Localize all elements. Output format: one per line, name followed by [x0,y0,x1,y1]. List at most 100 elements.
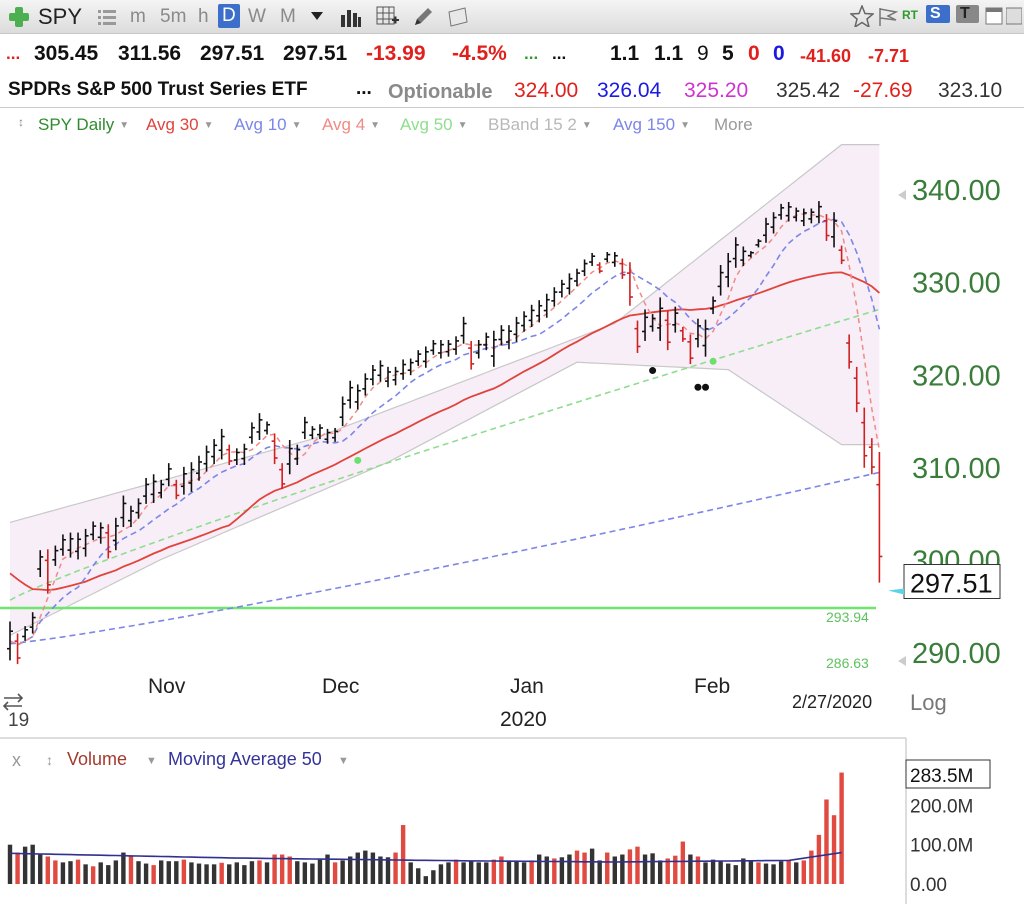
volume-bar [605,852,610,884]
note-icon[interactable] [446,6,470,28]
signal-dot [354,456,362,464]
period-d[interactable]: D [218,4,240,28]
price-chart[interactable] [0,144,883,665]
window-icon[interactable] [984,6,1004,26]
price-bar [868,438,875,475]
pencil-icon[interactable] [412,6,434,28]
overlay-spy-daily[interactable]: SPY Daily ▼ [38,115,129,135]
optionable-label: Optionable [388,81,493,103]
price-bar [75,532,82,560]
overlay-bband[interactable]: BBand 15 2 ▼ [488,115,592,135]
price-bar [558,279,565,298]
price-bar [589,252,596,266]
quote-v2: 1.1 [654,42,684,65]
s-menu-icon[interactable]: S [926,5,950,23]
volume-bar [393,852,398,884]
add-icon[interactable] [8,6,30,28]
period-w[interactable]: W [248,6,266,27]
avg-50-line [9,308,880,601]
scroll-up-marker [898,190,906,200]
price-bar [642,309,649,341]
volume-bar [620,854,625,884]
star-icon[interactable] [850,5,874,27]
year-label: 2020 [500,708,547,731]
price-bar [59,534,66,556]
price-bar [490,330,497,367]
price-bar [377,360,384,382]
price-bar [604,252,611,263]
last-volume-box [905,759,991,789]
price-bar [241,443,248,465]
volume-bar [786,860,791,884]
flag-icon[interactable] [878,7,900,27]
overlay-avg-4[interactable]: Avg 4 ▼ [322,115,380,135]
volume-ma50-line [9,851,842,863]
price-bar [256,413,263,440]
volume-bar [680,841,686,884]
overlay-avg-150[interactable]: Avg 150 ▼ [613,115,690,135]
price-bar [415,350,422,366]
overlay-avg-30[interactable]: Avg 30 ▼ [146,115,214,135]
volume-bar [317,859,323,884]
price-bar [52,545,59,566]
dropdown-icon[interactable] [310,11,324,21]
close-icon[interactable] [1006,6,1022,26]
price-tick-label: 330.00 [912,268,1001,300]
signal-dot [702,383,710,391]
price-bar [339,396,346,427]
volume-bar [839,772,844,884]
price-bar [430,340,437,355]
period-5m[interactable]: 5m [160,6,187,27]
price-bar [286,440,293,475]
time-tick-label: Jan [510,675,544,698]
price-tick-label: 290.00 [912,638,1001,670]
updown-icon[interactable]: ↕ [18,115,24,129]
volume-bar [574,850,580,884]
grid-icon[interactable] [376,6,400,28]
price-bar [37,550,44,578]
volume-bar [642,854,648,884]
volume-bar [809,850,814,884]
security-name: SPDRs S&P 500 Trust Series ETF [8,79,308,100]
volume-bar [272,854,277,884]
overlay-label: Avg 10 [234,115,287,134]
price-bar [732,237,739,268]
price-bar [44,549,51,594]
time-tick-label: Feb [694,675,730,698]
price-bar [97,522,104,544]
overlay-avg-10[interactable]: Avg 10 ▼ [234,115,302,135]
bollinger-band-fill [10,144,880,636]
volume-bar [816,834,822,884]
rt-icon[interactable]: RT [902,8,918,22]
price-bar [165,463,172,487]
volume-bar [22,846,28,884]
volume-bar [174,861,179,884]
chevron-down-icon: ▼ [338,755,349,767]
chevron-down-icon: ▼ [119,120,130,132]
volume-bar [589,848,595,884]
period-h[interactable]: h [198,6,209,27]
bar-chart-icon[interactable] [340,7,362,27]
volume-bar [726,863,731,884]
price-bar [120,495,127,528]
volume-legend-label: Volume [67,749,127,769]
overlay-more[interactable]: More [714,115,753,134]
date-label: 2/27/2020 [792,692,872,712]
price-bar [127,505,134,528]
last-volume-label: 283.5M [910,766,973,787]
quote-n3: 0 [748,42,760,65]
price-bar [536,300,543,323]
t-menu-icon[interactable]: T [956,5,979,23]
list-icon[interactable] [98,8,116,26]
period-month[interactable]: M [280,6,296,27]
volume-chart[interactable] [7,772,844,884]
quote-open: 305.45 [34,42,99,65]
volume-bar [688,854,693,884]
description-row: SPDRs S&P 500 Trust Series ETF ... Optio… [0,78,1024,108]
overlay-avg-50[interactable]: Avg 50 ▼ [400,115,468,135]
quote-change-pct: -4.5% [452,42,507,65]
symbol-field[interactable]: SPY [38,4,83,29]
volume-bar [416,868,421,884]
period-m[interactable]: m [130,6,146,27]
volume-bar [537,854,542,884]
